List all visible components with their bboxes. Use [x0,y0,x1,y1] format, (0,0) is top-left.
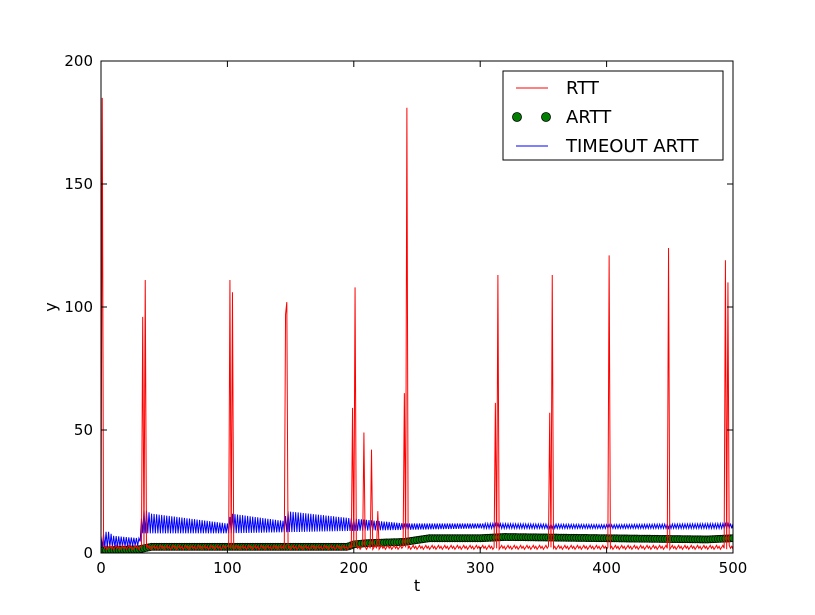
legend: RTT ARTT TIMEOUT ARTT [502,70,724,161]
ticks-layer: 0 100 200 300 400 500 0 50 100 150 200 [64,52,747,577]
x-tick-label: 400 [592,559,621,577]
x-axis-title: t [414,576,420,595]
series-layer [101,97,733,553]
y-tick-label: 150 [64,175,93,193]
y-axis-title: y [41,302,60,311]
legend-box [502,70,724,161]
series-rtt-line [101,97,733,552]
y-tick-label: 50 [74,421,93,439]
legend-artt-marker-2 [541,112,551,122]
y-tick-label: 200 [64,52,93,70]
series-timeout-artt-line [101,509,733,549]
x-tick-label: 300 [466,559,495,577]
y-tick-label: 0 [83,544,93,562]
x-tick-label: 200 [339,559,368,577]
x-tick-label: 500 [719,559,748,577]
legend-artt-label: ARTT [566,107,612,128]
legend-timeout-label: TIMEOUT ARTT [565,136,699,157]
x-tick-label: 100 [213,559,242,577]
legend-artt-marker-1 [512,112,522,122]
legend-rtt-label: RTT [566,78,600,99]
x-tick-label: 0 [96,559,106,577]
y-tick-label: 100 [64,298,93,316]
